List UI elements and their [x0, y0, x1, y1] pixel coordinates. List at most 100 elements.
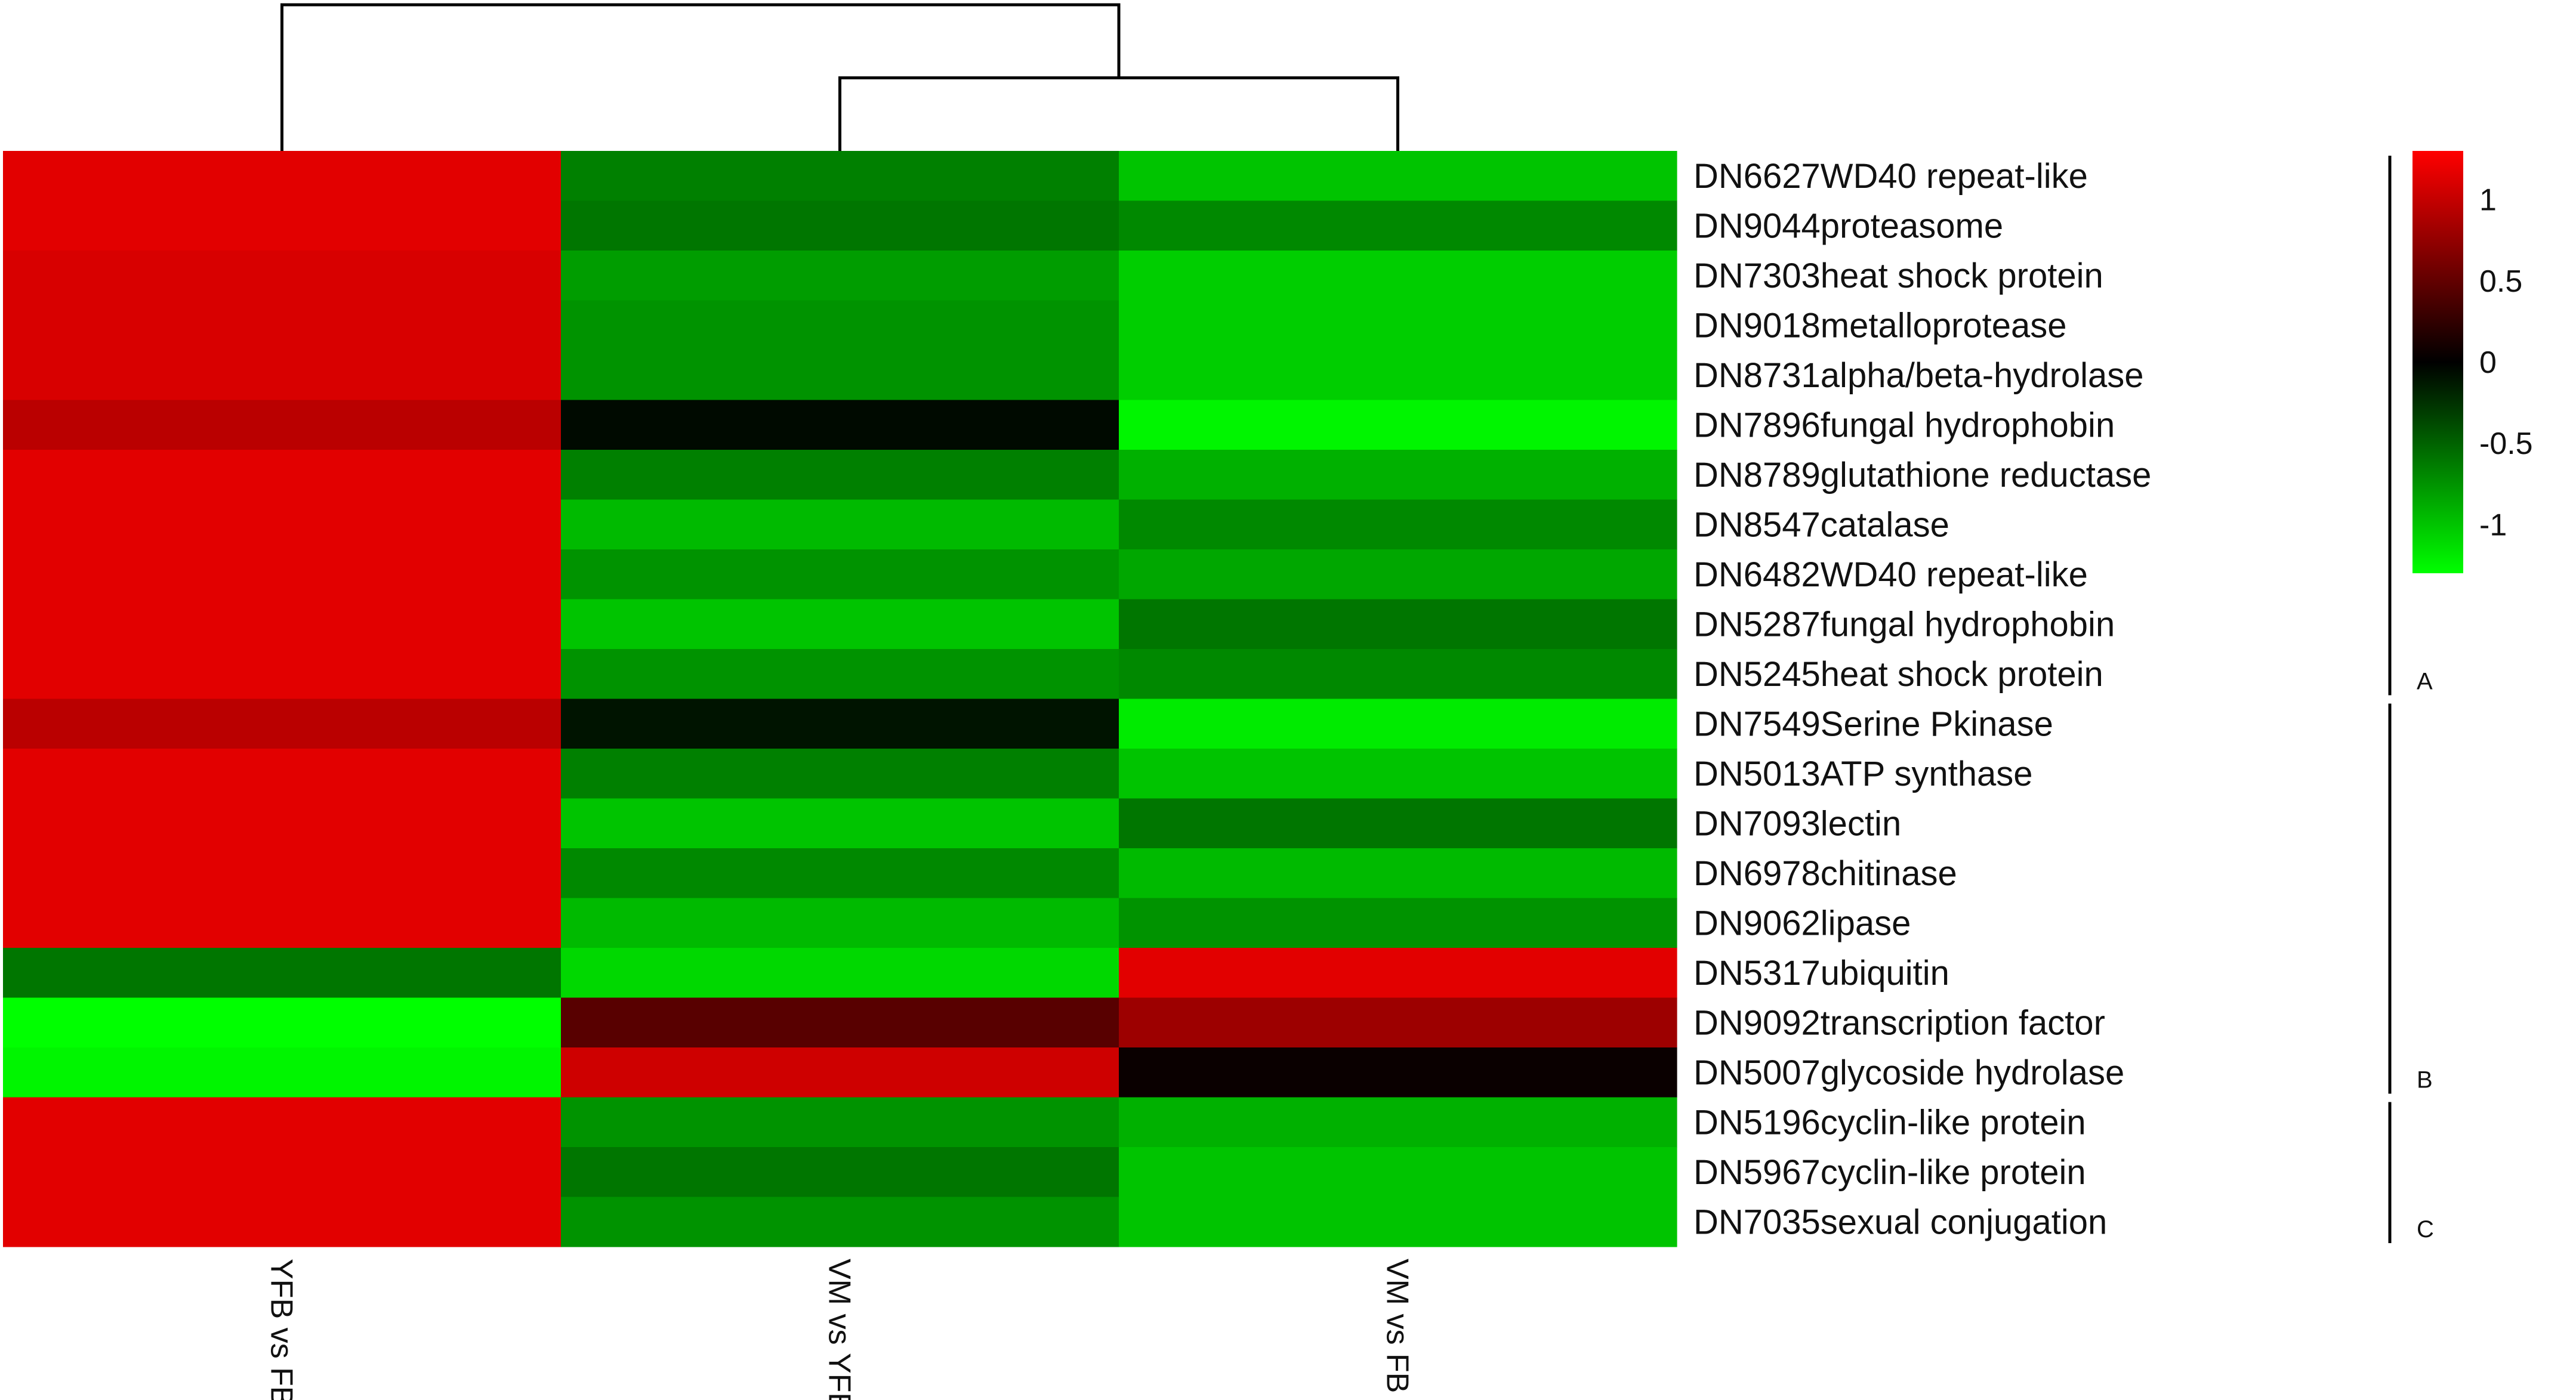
heatmap-cell [561, 200, 1119, 251]
row-label: DN7093lectin [1693, 804, 1901, 843]
heatmap-cell [561, 350, 1119, 401]
dendrogram-branch [838, 76, 1399, 151]
heatmap-cell [561, 749, 1119, 799]
heatmap-cell [3, 997, 562, 1048]
heatmap-cell [3, 599, 562, 650]
heatmap-cell [561, 400, 1119, 450]
row-label: DN6978chitinase [1693, 854, 1957, 893]
heatmap-cell [561, 251, 1119, 301]
row-groups: A B C [2388, 156, 2434, 1243]
heatmap-cell [3, 1147, 562, 1198]
heatmap-cell [1119, 649, 1677, 700]
heatmap-cell [1119, 200, 1677, 251]
heatmap-cell [561, 898, 1119, 948]
heatmap-cell [1119, 1047, 1677, 1098]
heatmap-cell [561, 151, 1119, 202]
heatmap-cell [561, 1147, 1119, 1198]
heatmap-cell [561, 649, 1119, 700]
heatmap-cell [3, 251, 562, 301]
heatmap-cell [1119, 798, 1677, 849]
row-label: DN7035sexual conjugation [1693, 1203, 2107, 1241]
heatmap-cell [1119, 549, 1677, 600]
heatmap-cell [1119, 400, 1677, 450]
row-label: DN7303heat shock protein [1693, 256, 2103, 295]
row-label: DN6482WD40 repeat-like [1693, 555, 2088, 594]
heatmap-cell [1119, 151, 1677, 202]
heatmap-cell [3, 1047, 562, 1098]
legend-color-bar [2413, 151, 2463, 573]
column-label: YFB vs FB [264, 1259, 299, 1400]
heatmap-cell [1119, 749, 1677, 799]
group-label: C [2417, 1216, 2434, 1243]
row-label: DN7896fungal hydrophobin [1693, 406, 2115, 444]
row-label: DN7549Serine Pkinase [1693, 704, 2053, 743]
color-legend: 1 0.5 0 -0.5 -1 [2413, 151, 2533, 573]
row-label: DN9062lipase [1693, 904, 1911, 942]
heatmap-cell [3, 948, 562, 999]
row-label: DN5967cyclin-like protein [1693, 1153, 2086, 1192]
heatmap-cell [3, 400, 562, 450]
row-label: DN5196cyclin-like protein [1693, 1103, 2086, 1142]
heatmap-cell [1119, 848, 1677, 899]
heatmap-cell [3, 499, 562, 550]
row-label: DN8731alpha/beta-hydrolase [1693, 356, 2144, 395]
legend-tick-label: -0.5 [2479, 427, 2533, 461]
heatmap-cell [1119, 350, 1677, 401]
heatmap-cell [561, 997, 1119, 1048]
heatmap-cell [3, 699, 562, 749]
heatmap-cell [561, 798, 1119, 849]
heatmap-cell [3, 798, 562, 849]
legend-tick-label: 0.5 [2479, 264, 2522, 299]
heatmap-cell [1119, 450, 1677, 500]
row-label: DN5245heat shock protein [1693, 655, 2103, 694]
row-label: DN8789glutathione reductase [1693, 456, 2151, 495]
heatmap-cell [3, 1197, 562, 1247]
heatmap-cell [561, 948, 1119, 999]
heatmap-cell [561, 599, 1119, 650]
heatmap-cell [1119, 300, 1677, 351]
heatmap-cell [1119, 499, 1677, 550]
heatmap-cell [1119, 1197, 1677, 1247]
row-label: DN9018metalloprotease [1693, 306, 2066, 345]
heatmap-cell [561, 450, 1119, 500]
row-label: DN6627WD40 repeat-like [1693, 157, 2088, 196]
row-label: DN9092transcription factor [1693, 1003, 2105, 1042]
heatmap-cell [1119, 898, 1677, 948]
heatmap-cell [1119, 251, 1677, 301]
legend-tick-label: 0 [2479, 345, 2497, 380]
group-label: B [2417, 1067, 2433, 1093]
heatmap-cell [561, 549, 1119, 600]
heatmap-cell [561, 699, 1119, 749]
heatmap-cell [3, 549, 562, 600]
heatmap-cell [3, 649, 562, 700]
legend-tick-label: -1 [2479, 508, 2507, 542]
legend-tick-label: 1 [2479, 183, 2497, 218]
dendrogram-branch [280, 3, 1121, 151]
heatmap-cell [1119, 997, 1677, 1048]
heatmap-cell [561, 499, 1119, 550]
heatmap-cell [561, 1047, 1119, 1098]
heatmap-cell [3, 898, 562, 948]
heatmap-cell [561, 848, 1119, 899]
column-label: VM vs YFB [822, 1259, 857, 1400]
heatmap-cell [561, 300, 1119, 351]
heatmap-cell [3, 1097, 562, 1148]
column-labels: YFB vs FB VM vs YFB VM vs FB [264, 1259, 1415, 1400]
heatmap-cell [3, 300, 562, 351]
row-label: DN5317ubiquitin [1693, 954, 1949, 993]
heatmap-cell [1119, 1147, 1677, 1198]
heatmap-cell [561, 1197, 1119, 1247]
heatmap-cell [3, 200, 562, 251]
heatmap-cell [3, 151, 562, 202]
column-label: VM vs FB [1380, 1259, 1415, 1393]
heatmap-cell [3, 848, 562, 899]
row-label: DN5287fungal hydrophobin [1693, 605, 2115, 644]
heatmap-cell [561, 1097, 1119, 1148]
row-label: DN5007glycoside hydrolase [1693, 1053, 2124, 1092]
heatmap-cell [1119, 948, 1677, 999]
heatmap-cell [1119, 699, 1677, 749]
heatmap-cell [3, 350, 562, 401]
heatmap-cell [3, 450, 562, 500]
